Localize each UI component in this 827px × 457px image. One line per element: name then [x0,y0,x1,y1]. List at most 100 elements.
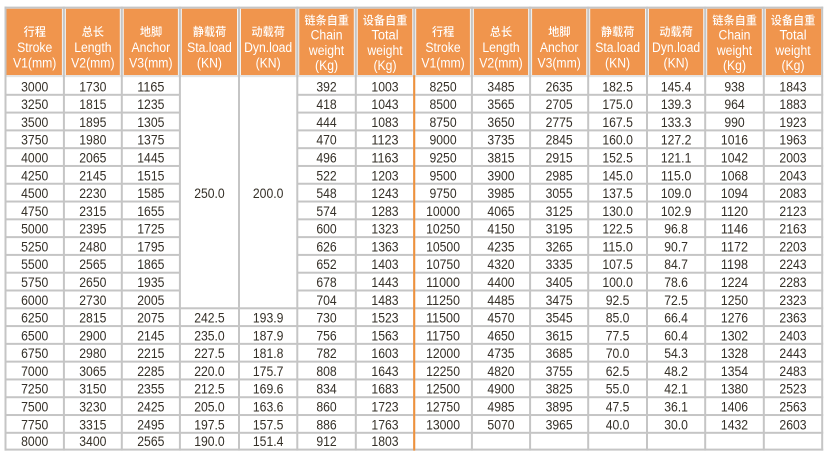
svg-text:1328: 1328 [721,346,748,361]
svg-text:175.7: 175.7 [253,364,284,379]
svg-text:3825: 3825 [546,382,573,397]
svg-text:1865: 1865 [137,257,164,272]
svg-text:1923: 1923 [779,115,806,130]
svg-text:2565: 2565 [137,434,164,449]
svg-text:2775: 2775 [546,115,573,130]
svg-text:102.9: 102.9 [661,204,692,219]
svg-text:3315: 3315 [79,417,106,432]
svg-text:3985: 3985 [487,186,514,201]
svg-text:5750: 5750 [21,275,48,290]
svg-text:130.0: 130.0 [602,204,633,219]
svg-text:227.5: 227.5 [194,346,225,361]
svg-text:175.0: 175.0 [602,97,633,112]
svg-text:3265: 3265 [546,239,573,254]
svg-text:4735: 4735 [487,346,514,361]
svg-text:10000: 10000 [426,204,460,219]
svg-text:1683: 1683 [371,382,398,397]
svg-text:1380: 1380 [721,382,748,397]
svg-text:1883: 1883 [779,97,806,112]
svg-text:4320: 4320 [487,257,514,272]
svg-text:3150: 3150 [79,382,106,397]
svg-text:85.0: 85.0 [606,311,630,326]
svg-text:3895: 3895 [546,400,573,415]
svg-text:2730: 2730 [79,293,106,308]
svg-text:4065: 4065 [487,204,514,219]
svg-text:weight: weight [308,43,344,58]
svg-text:8750: 8750 [429,115,456,130]
svg-text:2395: 2395 [79,222,106,237]
svg-text:V1(mm): V1(mm) [421,56,464,71]
svg-text:Chain: Chain [719,28,751,43]
svg-text:8000: 8000 [21,434,48,449]
svg-text:3065: 3065 [79,364,106,379]
svg-text:163.6: 163.6 [253,400,284,415]
svg-text:2123: 2123 [779,204,806,219]
svg-text:5070: 5070 [487,417,514,432]
svg-text:181.8: 181.8 [253,346,284,361]
svg-text:1305: 1305 [137,115,164,130]
svg-text:84.7: 84.7 [664,257,688,272]
svg-text:1895: 1895 [79,115,106,130]
svg-text:139.3: 139.3 [661,97,692,112]
svg-text:2985: 2985 [546,168,573,183]
svg-text:137.5: 137.5 [602,186,633,201]
svg-text:13000: 13000 [426,417,460,432]
svg-text:6500: 6500 [21,328,48,343]
svg-text:652: 652 [316,257,336,272]
svg-text:1483: 1483 [371,293,398,308]
svg-text:2005: 2005 [137,293,164,308]
svg-text:(KN): (KN) [664,56,689,71]
svg-text:115.0: 115.0 [661,168,692,183]
svg-text:1146: 1146 [721,222,748,237]
svg-text:7750: 7750 [21,417,48,432]
svg-text:2163: 2163 [779,222,806,237]
svg-text:1120: 1120 [721,204,748,219]
svg-text:9500: 9500 [429,168,456,183]
svg-text:2323: 2323 [779,293,806,308]
svg-text:1815: 1815 [79,97,106,112]
svg-text:242.5: 242.5 [194,311,225,326]
svg-text:756: 756 [316,328,336,343]
svg-text:11000: 11000 [426,275,460,290]
svg-text:1730: 1730 [79,79,106,94]
svg-text:3750: 3750 [21,133,48,148]
svg-text:12750: 12750 [426,400,460,415]
svg-text:1363: 1363 [371,239,398,254]
svg-text:1655: 1655 [137,204,164,219]
svg-text:3545: 3545 [546,311,573,326]
svg-text:600: 600 [316,222,336,237]
svg-text:6250: 6250 [21,311,48,326]
svg-text:90.7: 90.7 [664,239,688,254]
svg-text:418: 418 [316,97,336,112]
svg-text:8250: 8250 [429,79,456,94]
svg-text:392: 392 [316,79,336,94]
svg-text:548: 548 [316,186,336,201]
svg-text:938: 938 [724,79,744,94]
svg-text:2495: 2495 [137,417,164,432]
svg-text:Total: Total [371,28,398,43]
svg-text:54.3: 54.3 [664,346,688,361]
svg-text:3565: 3565 [487,97,514,112]
svg-text:1003: 1003 [371,79,398,94]
svg-text:70.0: 70.0 [606,346,630,361]
svg-text:2083: 2083 [779,186,806,201]
svg-text:2563: 2563 [779,400,806,415]
svg-text:weight: weight [774,43,810,58]
svg-text:62.5: 62.5 [606,364,630,379]
svg-text:3055: 3055 [546,186,573,201]
svg-text:3475: 3475 [546,293,573,308]
svg-text:152.5: 152.5 [602,150,633,165]
svg-text:3755: 3755 [546,364,573,379]
svg-text:912: 912 [316,434,336,449]
svg-text:11750: 11750 [426,328,460,343]
svg-text:2065: 2065 [79,150,106,165]
svg-text:109.0: 109.0 [661,186,692,201]
svg-text:1585: 1585 [137,186,164,201]
svg-text:1403: 1403 [371,257,398,272]
svg-text:2285: 2285 [137,364,164,379]
svg-text:2243: 2243 [779,257,806,272]
svg-text:12500: 12500 [426,382,460,397]
svg-text:4150: 4150 [487,222,514,237]
svg-text:2403: 2403 [779,328,806,343]
svg-text:1235: 1235 [137,97,164,112]
